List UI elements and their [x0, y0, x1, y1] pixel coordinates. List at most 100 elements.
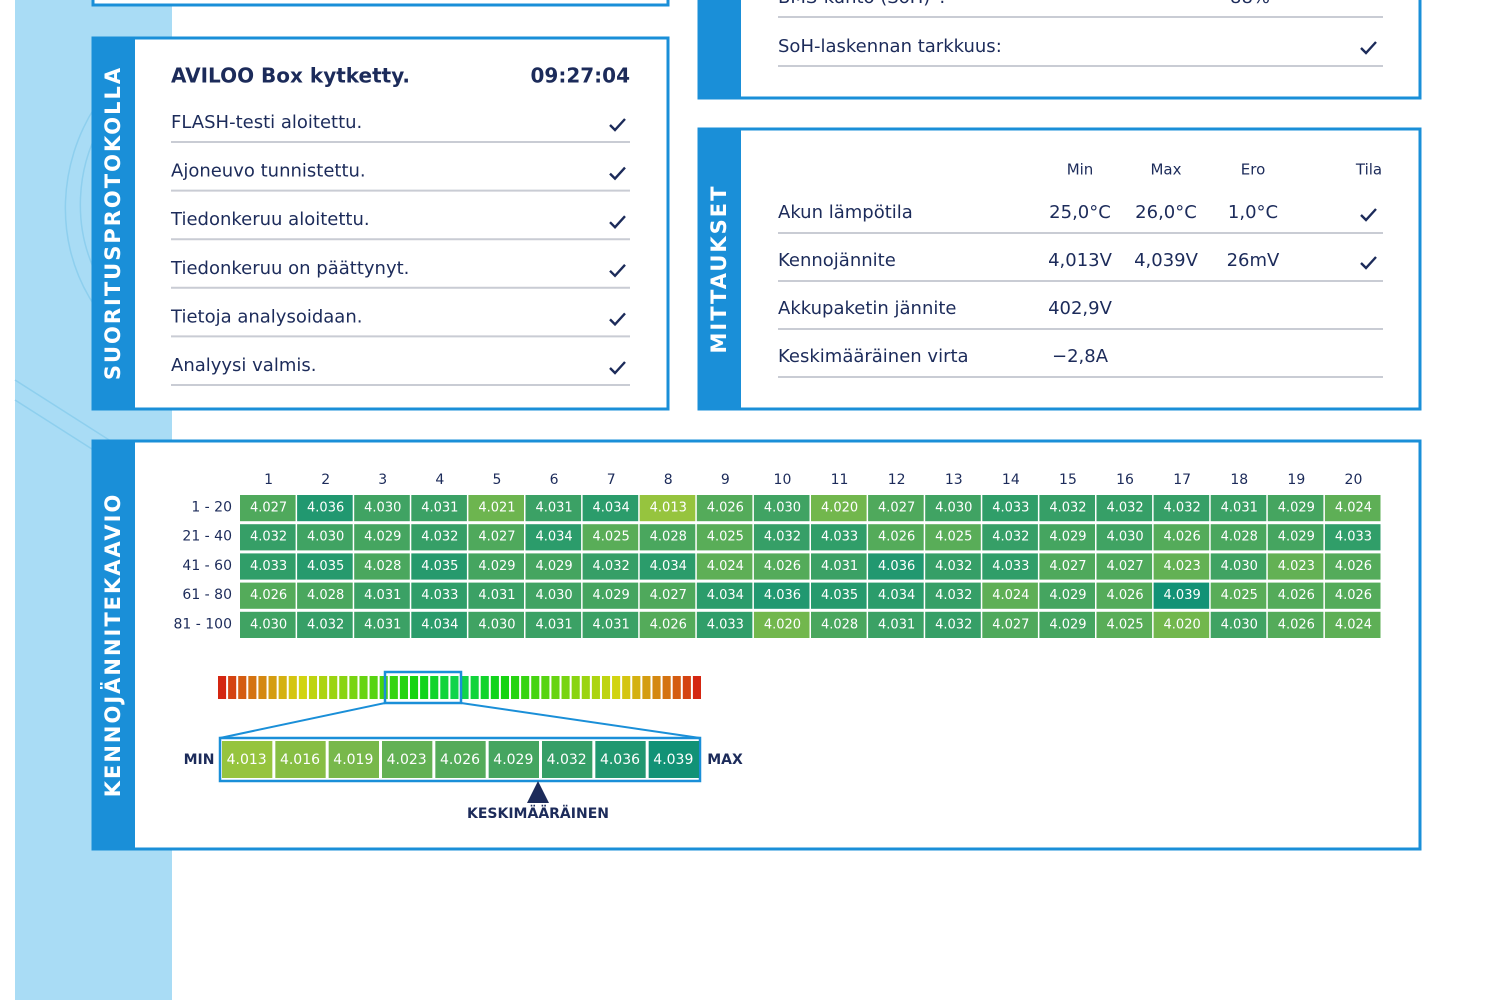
gradient-segment	[642, 676, 651, 699]
gradient-segment	[561, 676, 570, 699]
scale-cell	[382, 741, 433, 778]
cell-value: 4.028	[307, 588, 344, 603]
cell-value: 4.035	[421, 559, 458, 574]
row-label: Keskimääräinen virta	[778, 346, 969, 367]
cell-value: 4.029	[364, 530, 401, 545]
cell-value: 4.032	[992, 530, 1029, 545]
gradient-segment	[511, 676, 520, 699]
cell-value: 4.034	[593, 501, 630, 516]
gradient-segment	[622, 676, 631, 699]
cell-value: 4.033	[992, 559, 1029, 574]
scale-value: 4.039	[653, 752, 693, 768]
cell-value: 4.026	[250, 588, 287, 603]
cell-value: 4.031	[421, 501, 458, 516]
gradient-segment	[349, 676, 358, 699]
cell	[639, 611, 696, 638]
cell-value: 4.031	[535, 617, 572, 632]
cell	[982, 582, 1038, 609]
mean-label: KESKIMÄÄRÄINEN	[467, 805, 609, 822]
cell-value: 4.032	[250, 530, 287, 545]
scale-cell	[275, 741, 326, 778]
gradient-segment	[359, 676, 368, 699]
cell-value: 4.026	[707, 501, 744, 516]
cell	[696, 611, 753, 638]
cell-value: 26,0°C	[1135, 202, 1197, 223]
cell-value: 4,039V	[1134, 250, 1199, 271]
cell-value: 4.029	[1278, 501, 1315, 516]
cell	[1267, 495, 1324, 522]
check-icon	[609, 118, 626, 132]
cell-value: 4.026	[1278, 588, 1315, 603]
cell-value: 4.029	[478, 559, 515, 574]
cell-value: 4.033	[821, 530, 858, 545]
cell	[582, 495, 639, 522]
cell	[696, 495, 753, 522]
cell	[1267, 553, 1324, 580]
cell	[811, 495, 867, 522]
scale-cell	[222, 741, 273, 778]
cell-value: 4.029	[1049, 588, 1086, 603]
gradient-segment	[480, 676, 489, 699]
cell-value: 4.027	[650, 588, 687, 603]
cell-value: 4.024	[707, 559, 744, 574]
cell-value: 4.025	[593, 530, 630, 545]
cell	[1039, 611, 1095, 638]
gradient-segment	[692, 676, 701, 699]
cell	[639, 524, 696, 551]
scale-value: 4.013	[227, 752, 267, 768]
cell	[925, 582, 981, 609]
cell-value: 4.033	[707, 617, 744, 632]
cell	[868, 495, 924, 522]
cell-value: 4.032	[935, 617, 972, 632]
gradient-segment	[581, 676, 590, 699]
column-number: 8	[664, 472, 673, 488]
cell-value: 4.027	[478, 530, 515, 545]
row-range: 81 - 100	[174, 616, 233, 632]
cell	[1210, 553, 1267, 580]
check-icon	[609, 361, 626, 375]
row-label: Akkupaketin jännite	[778, 298, 957, 319]
cell-value: 4.025	[707, 530, 744, 545]
scale-cell	[488, 741, 539, 778]
scale-value: 4.029	[493, 752, 533, 768]
column-number: 17	[1173, 472, 1191, 488]
cell	[1324, 553, 1381, 580]
protocol-time: 09:27:04	[531, 64, 631, 88]
cell-value: 4.032	[935, 588, 972, 603]
row-range: 21 - 40	[182, 529, 232, 545]
cell	[411, 524, 467, 551]
cell-value: 4.039	[1164, 588, 1201, 603]
cell-value: 4.030	[935, 501, 972, 516]
scale: 4.013 4.016 4.019 4.023 4.026 4.029 4.032 4.036…	[222, 741, 699, 778]
gradient-segment	[440, 676, 449, 699]
gradient-segment	[339, 676, 348, 699]
cell	[925, 611, 981, 638]
gradient-segment	[379, 676, 388, 699]
cell	[468, 553, 524, 580]
gradient-segment	[298, 676, 307, 699]
scale-cell	[595, 741, 646, 778]
cell	[582, 611, 639, 638]
cell-value: 4.033	[992, 501, 1029, 516]
cell	[468, 611, 524, 638]
cell-value: 4.034	[535, 530, 572, 545]
panel-measurements	[697, 127, 1422, 411]
scale-value: 4.032	[547, 752, 587, 768]
gradient-segment	[288, 676, 297, 699]
cell	[1153, 495, 1210, 522]
check-icon	[1360, 208, 1377, 222]
cell	[1153, 611, 1210, 638]
row-value: 88%	[1230, 0, 1270, 8]
cell-value: 4.026	[1335, 588, 1372, 603]
cell-value: 1,0°C	[1228, 202, 1278, 223]
cell	[1039, 524, 1095, 551]
cell	[753, 582, 810, 609]
row-range: 61 - 80	[182, 587, 232, 603]
check-icon	[609, 166, 626, 181]
step-label: Tietoja analysoidaan.	[170, 306, 362, 327]
cell	[1324, 495, 1381, 522]
column-number: 4	[435, 472, 444, 488]
cell	[468, 582, 524, 609]
cell	[354, 582, 410, 609]
column-number: 9	[721, 472, 730, 488]
